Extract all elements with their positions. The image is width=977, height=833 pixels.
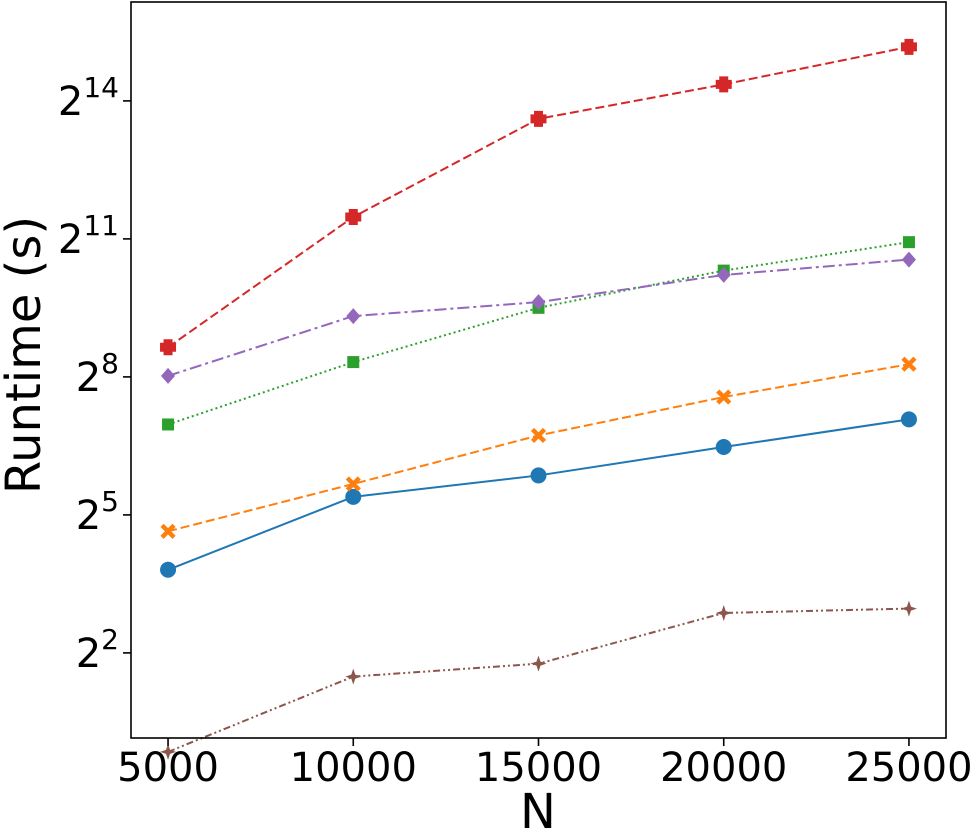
series — [160, 411, 917, 578]
series — [160, 356, 917, 539]
x-tick-label: 25000 — [845, 745, 972, 791]
x-tick-label: 10000 — [290, 745, 417, 791]
data-point — [345, 208, 362, 225]
data-point — [162, 418, 175, 431]
x-axis-label: N — [520, 784, 556, 833]
series-line — [167, 258, 910, 377]
x-marker-stroke — [901, 356, 917, 372]
data-point — [716, 389, 732, 405]
y-axis-label: Runtime (s) — [0, 216, 52, 494]
data-point — [160, 523, 176, 539]
data-point — [345, 668, 362, 685]
x-marker-stroke — [530, 427, 547, 444]
y-tick-label: 25 — [76, 485, 119, 539]
data-point — [160, 743, 177, 760]
data-point — [902, 236, 915, 249]
data-point — [160, 339, 177, 356]
y-tick-label: 211 — [58, 209, 119, 263]
data-point — [901, 251, 916, 268]
data-point — [715, 76, 732, 93]
data-point — [347, 356, 360, 369]
x-tick-label: 5000 — [117, 745, 219, 791]
y-tick-label: 28 — [76, 347, 119, 401]
data-point — [530, 467, 547, 484]
series-line — [167, 241, 910, 426]
data-point — [715, 604, 732, 621]
series — [160, 38, 917, 356]
data-point — [345, 476, 361, 492]
x-marker-stroke — [716, 389, 732, 405]
data-point — [900, 600, 917, 617]
data-point — [345, 488, 362, 505]
data-point — [715, 439, 732, 456]
x-marker-stroke — [345, 476, 361, 492]
data-point — [530, 110, 547, 127]
data-point — [530, 427, 547, 444]
data-point — [716, 266, 731, 283]
series — [161, 251, 916, 384]
data-point — [346, 308, 361, 325]
data-point — [900, 38, 917, 55]
data-point — [530, 655, 547, 672]
data-point — [531, 294, 546, 311]
y-tick-label: 214 — [58, 71, 119, 125]
series — [160, 600, 917, 760]
data-point — [900, 411, 917, 428]
x-tick-label: 15000 — [475, 745, 602, 791]
ticks-layer: 5000 10000 15000 20000 25000 22 25 28 211 214 — [58, 71, 973, 791]
data-point — [901, 356, 917, 372]
y-tick-label: 22 — [76, 623, 119, 677]
x-tick-label: 20000 — [660, 745, 787, 791]
data-point — [161, 367, 176, 384]
x-marker-stroke — [160, 523, 176, 539]
data-point — [160, 561, 177, 578]
series-layer — [160, 38, 917, 760]
